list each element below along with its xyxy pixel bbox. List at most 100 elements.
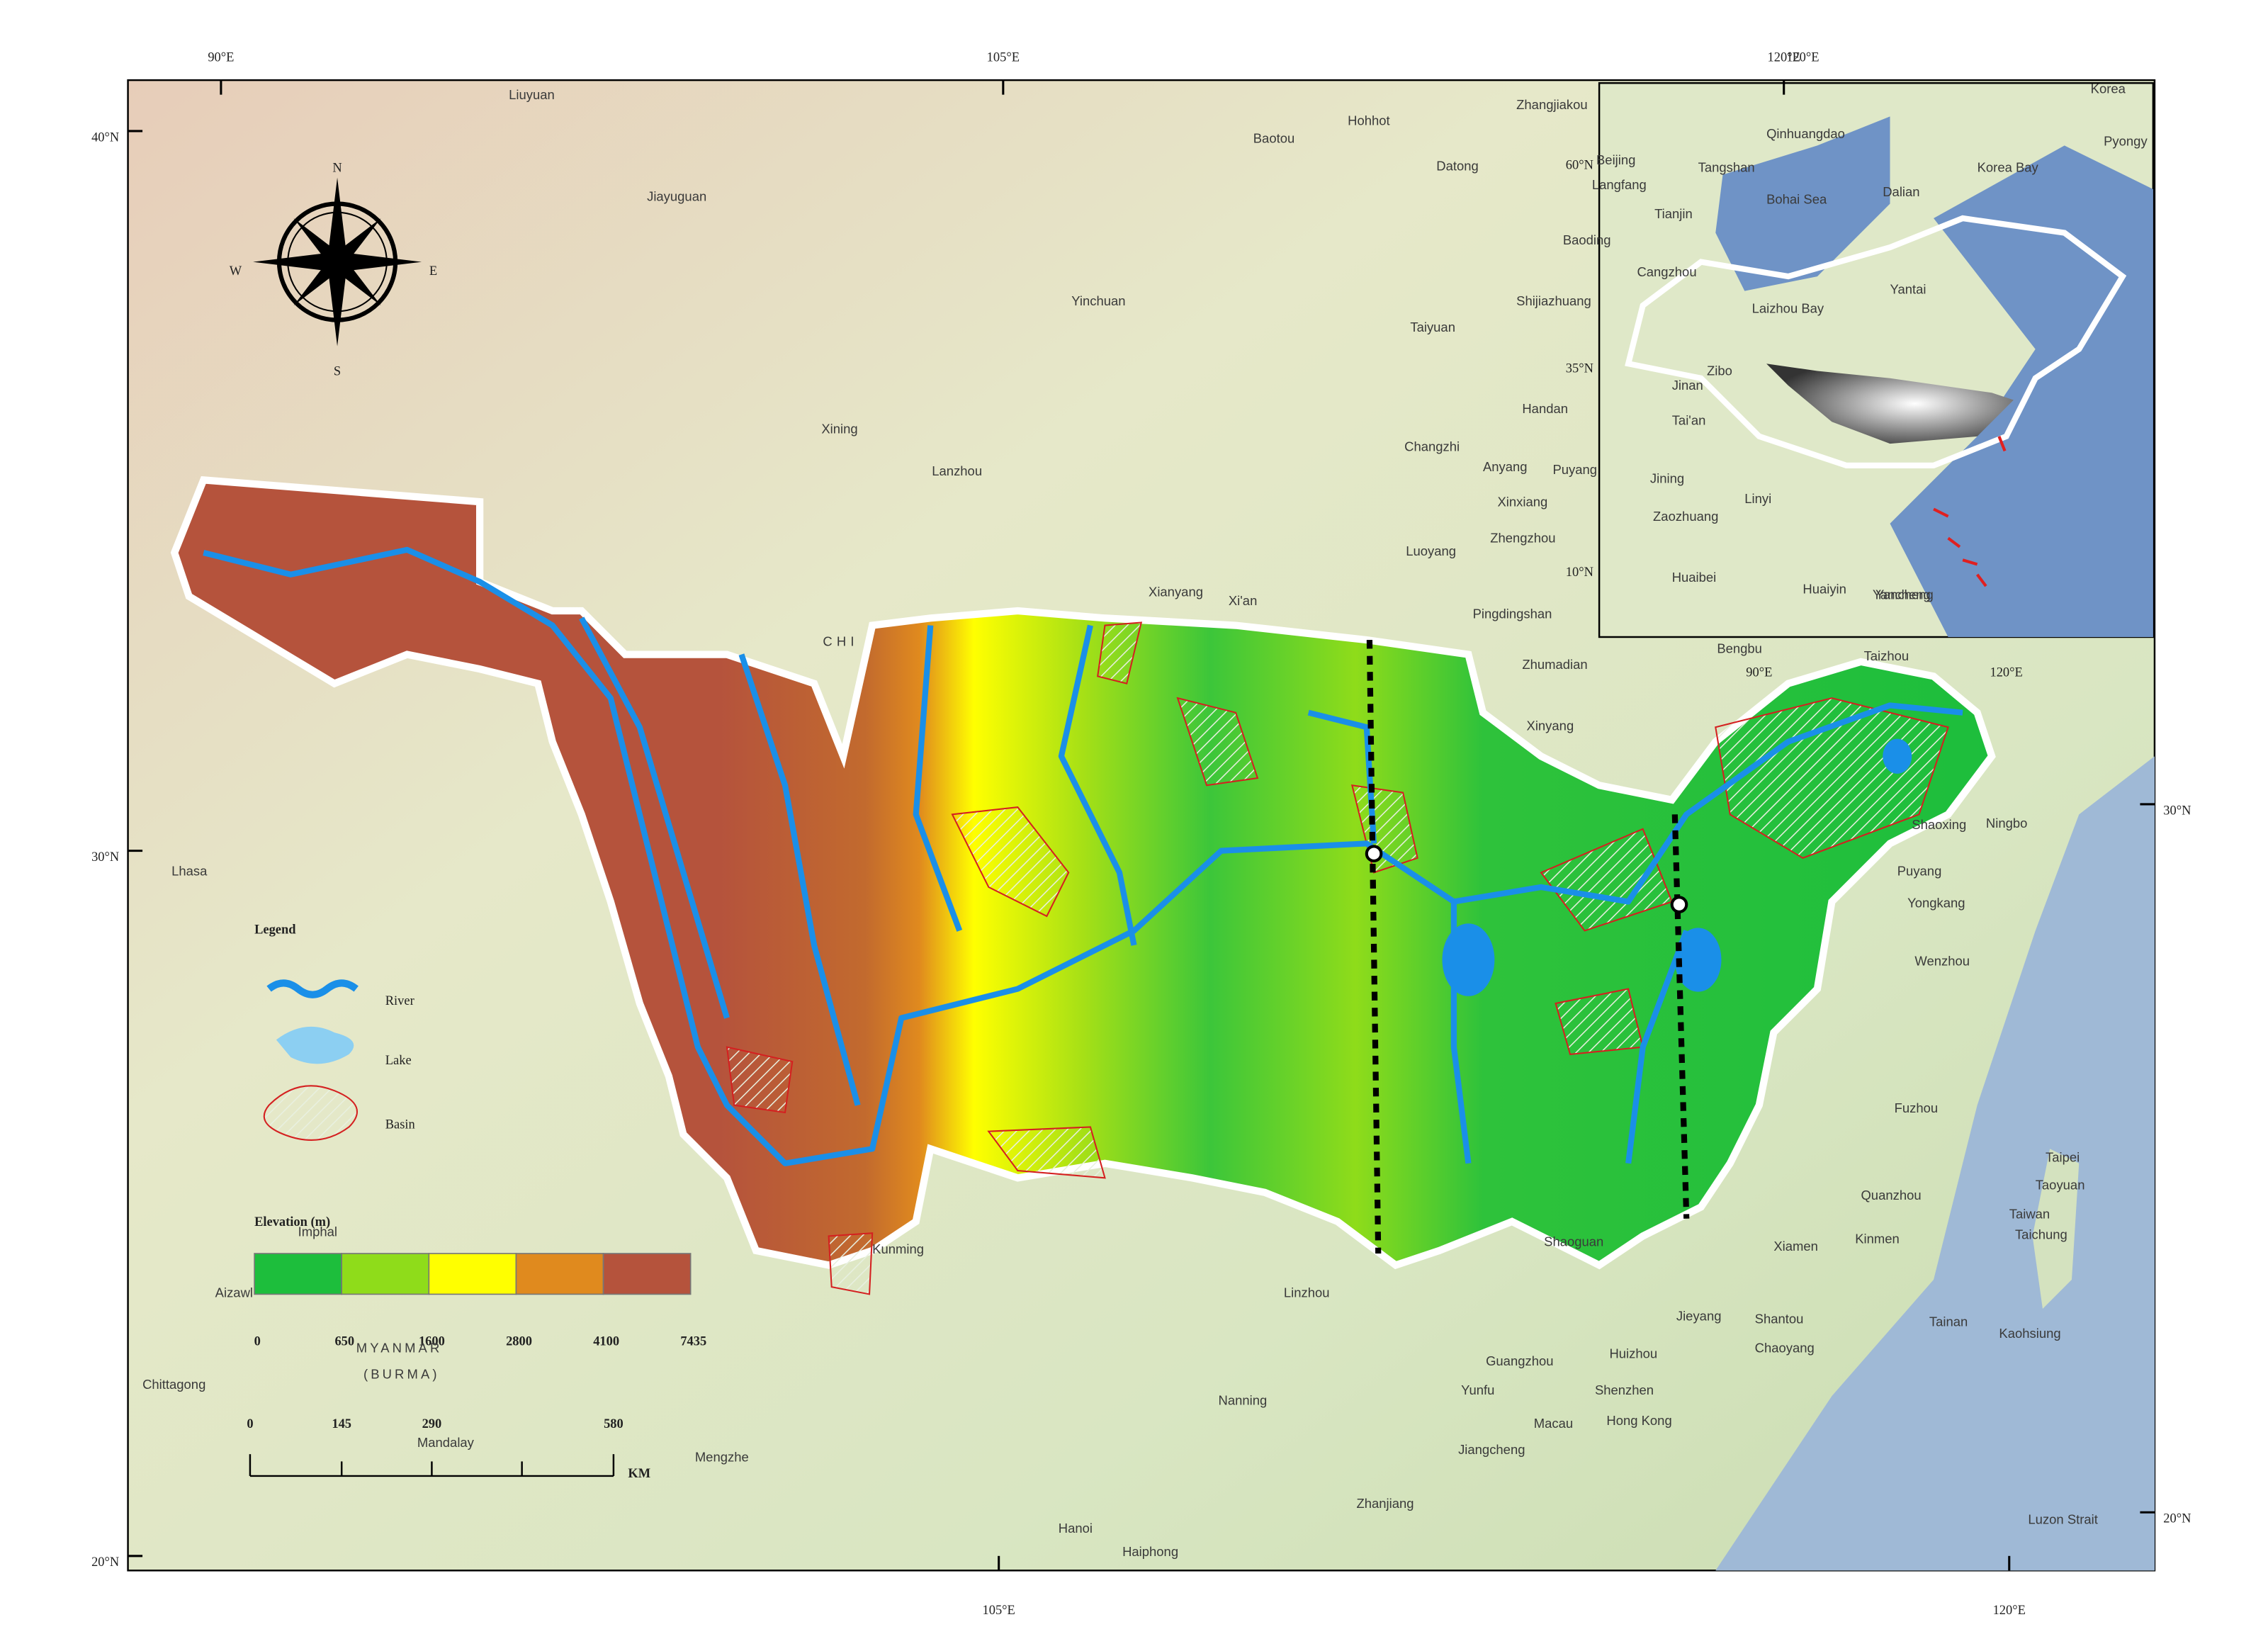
- place-label: Mandalay: [417, 1435, 475, 1450]
- place-label: Xinyang: [1527, 718, 1574, 733]
- basin-elevation: [170, 475, 1996, 1270]
- place-label: Kaohsiung: [1999, 1326, 2060, 1341]
- compass-label: E: [429, 264, 437, 278]
- station: [1670, 896, 1688, 913]
- place-label: Taipei: [2046, 1150, 2080, 1165]
- elevation-break: 2800: [506, 1334, 532, 1348]
- place-label: Liuyuan: [509, 87, 555, 102]
- place-label: Yinchuan: [1071, 293, 1125, 308]
- place-label: Ningbo: [1986, 816, 2027, 830]
- inset-place-label: Tai'an: [1672, 412, 1706, 427]
- river: [579, 616, 730, 1019]
- place-label: CHI: [823, 633, 858, 648]
- place-label: Taizhou: [1864, 648, 1909, 663]
- inset-lon-label: 90°E: [1746, 665, 1772, 679]
- scale-tick-label: 580: [604, 1416, 624, 1431]
- lat-label-right: 30°N: [2163, 803, 2191, 817]
- place-label: Puyang: [1552, 462, 1597, 477]
- elevation-break: 1600: [419, 1334, 445, 1348]
- section-lines: [1366, 640, 1690, 1254]
- place-label: Haiphong: [1122, 1544, 1178, 1559]
- inset-place-label: Bohai Sea: [1766, 192, 1827, 207]
- section-line: [1366, 640, 1382, 1254]
- inset-place-label: Cangzhou: [1637, 264, 1696, 279]
- place-label: (BURMA): [363, 1366, 440, 1381]
- place-label: Lanzhou: [932, 463, 982, 478]
- place-label: Jieyang: [1676, 1308, 1722, 1323]
- place-label: Shantou: [1755, 1311, 1804, 1326]
- legend-lake-symbol: [276, 1026, 354, 1064]
- sea: [1715, 756, 2155, 1571]
- inset-place-label: Zibo: [1707, 364, 1732, 378]
- legend-item: Lake: [385, 1053, 412, 1067]
- inset-place-label: Huaibei: [1672, 570, 1717, 585]
- sub-basin: [726, 1046, 794, 1114]
- elevation-break: 7435: [680, 1334, 706, 1348]
- elevation-break: 0: [254, 1334, 261, 1348]
- elevation-break: 650: [334, 1334, 354, 1348]
- place-label: Aizawl: [215, 1285, 253, 1300]
- sub-basin: [1097, 621, 1143, 685]
- lon-label-top: 105°E: [987, 50, 1020, 64]
- lakes: [1442, 738, 1912, 996]
- place-label: Handan: [1522, 401, 1568, 416]
- inset-place-label: Laizhou Bay: [1752, 300, 1824, 315]
- compass-label: N: [332, 160, 342, 174]
- lat-label-left: 30°N: [91, 850, 119, 864]
- place-label: Hohhot: [1348, 113, 1390, 128]
- inset-place-label: Dalian: [1883, 184, 1919, 199]
- inset-lat-label: 35°N: [1566, 361, 1593, 376]
- place-label: Xining: [821, 422, 857, 436]
- place-label: Fuzhou: [1895, 1100, 1939, 1115]
- place-label: Baoding: [1563, 232, 1611, 247]
- island: [2032, 1149, 2080, 1309]
- inset-lat-label: 60°N: [1566, 157, 1593, 171]
- place-label: Yongkang: [1907, 896, 1965, 911]
- place-label: Taoyuan: [2036, 1178, 2085, 1193]
- lat-label-left: 20°N: [91, 1555, 119, 1569]
- inset-place-label: Yancheng: [1875, 587, 1934, 602]
- elevation-break: 4100: [593, 1334, 619, 1348]
- lon-label-top: 120°E: [1768, 50, 1800, 64]
- place-label: Zhengzhou: [1490, 531, 1555, 546]
- place-label: Bengbu: [1717, 641, 1762, 656]
- place-label: Xianyang: [1149, 585, 1203, 599]
- place-label: Macau: [1534, 1416, 1573, 1431]
- place-label: Yunfu: [1461, 1382, 1494, 1397]
- inset-place-label: Tianjin: [1654, 206, 1693, 221]
- lat-label-right: 20°N: [2163, 1511, 2191, 1526]
- river: [913, 625, 963, 932]
- river-main: [203, 546, 1963, 1166]
- place-label: Hanoi: [1059, 1521, 1093, 1536]
- inset-place-label: Korea Bay: [1978, 159, 2039, 174]
- inset-lon-label: 120°E: [1990, 665, 2022, 679]
- place-label: Taiyuan: [1410, 320, 1455, 334]
- river: [1625, 930, 1690, 1164]
- place-label: Luzon Strait: [2028, 1512, 2097, 1527]
- inset-place-label: Yantai: [1890, 282, 1926, 297]
- lon-label-top: 90°E: [208, 50, 234, 64]
- elevation-title: Elevation (m): [254, 1215, 330, 1229]
- inset-lat-label: 10°N: [1566, 565, 1593, 579]
- place-label: Wenzhou: [1914, 954, 1970, 969]
- lake: [1674, 928, 1722, 992]
- place-label: Chittagong: [142, 1377, 205, 1392]
- inset-place-label: Qinhuangdao: [1766, 126, 1845, 141]
- compass: [253, 177, 422, 347]
- place-label: Pingdingshan: [1473, 606, 1552, 621]
- legend-river-symbol: [266, 979, 359, 998]
- place-label: Baotou: [1253, 130, 1295, 145]
- place-label: Yancheng: [1873, 587, 1931, 602]
- place-label: Shaoxing: [1912, 817, 1966, 832]
- river: [738, 653, 861, 1106]
- place-label: Quanzhou: [1861, 1188, 1921, 1203]
- lat-label-left: 40°N: [91, 130, 119, 144]
- scale-tick-label: 0: [247, 1416, 253, 1431]
- place-label: Shijiazhuang: [1516, 293, 1591, 308]
- legend-item: Basin: [385, 1117, 415, 1132]
- place-label: Guangzhou: [1486, 1353, 1553, 1368]
- lake: [1883, 738, 1912, 774]
- inset-place-label: Huaiyin: [1802, 581, 1846, 596]
